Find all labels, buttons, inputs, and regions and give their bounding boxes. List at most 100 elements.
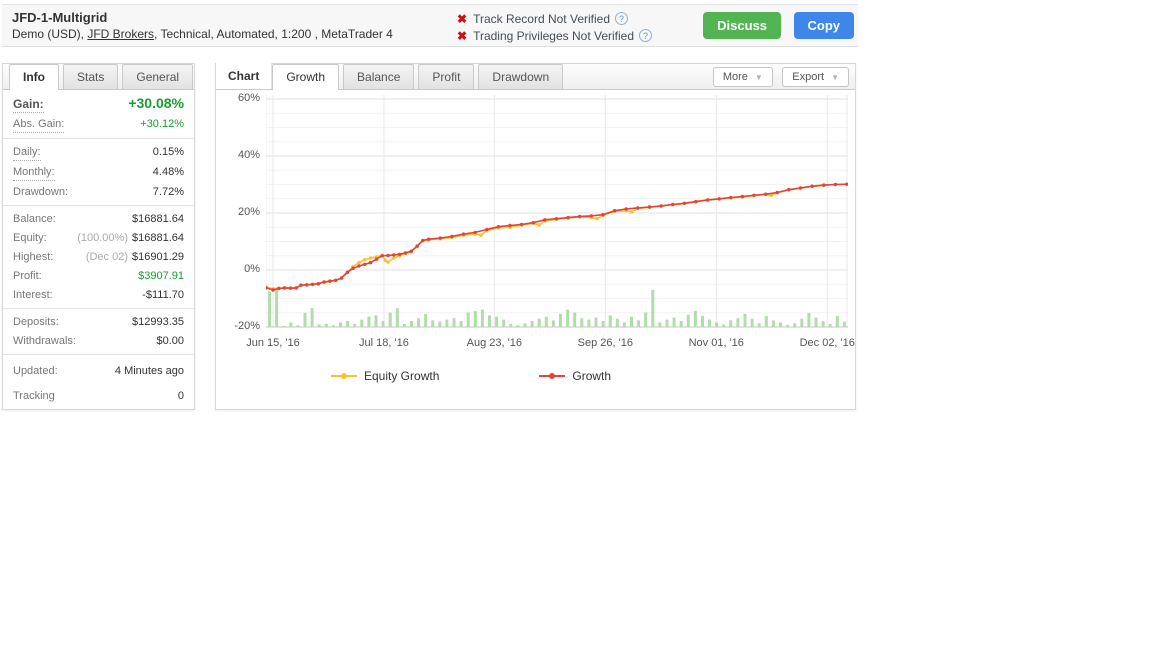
data-point <box>671 202 675 207</box>
activity-bar <box>296 325 300 327</box>
activity-bar <box>665 319 669 327</box>
equity-growth-line <box>266 183 848 290</box>
info-tab-info[interactable]: Info <box>9 64 59 90</box>
data-point <box>717 197 721 201</box>
data-point <box>537 223 541 227</box>
activity-bar <box>480 309 484 327</box>
stat-group: Daily: 0.15% Monthly: 4.48% Drawdown: 7.72% <box>3 138 194 205</box>
legend-item-growth[interactable]: Growth <box>539 369 611 383</box>
stat-label: Highest: <box>13 251 54 263</box>
activity-bar <box>644 312 648 327</box>
data-point <box>787 187 791 192</box>
chart-tab-drawdown[interactable]: Drawdown <box>478 64 564 89</box>
activity-bar <box>268 291 271 327</box>
activity-bar <box>814 317 818 327</box>
info-panel: Info Stats General Gain: +30.08% Abs. Gain: +… <box>2 63 195 410</box>
chart-tab-profit[interactable]: Profit <box>418 64 475 89</box>
data-point <box>363 262 367 266</box>
chart-tabs: Growth Balance Profit Drawdown <box>272 63 567 90</box>
header-buttons: Discuss Copy <box>703 12 854 39</box>
chart-tab-growth[interactable]: Growth <box>272 64 340 90</box>
info-tab-stats[interactable]: Stats <box>63 64 119 89</box>
stat-value: 0.15% <box>152 146 184 158</box>
activity-bar <box>445 319 449 327</box>
stat-row: Interest: -$111.70 <box>3 286 194 305</box>
stat-group: Balance: $16881.64 Equity: (100.00%) $16881.… <box>3 205 194 308</box>
activity-bar <box>310 308 314 327</box>
stat-row: Deposits: $12993.35 <box>3 313 194 332</box>
help-icon[interactable]: ? <box>615 12 629 25</box>
activity-bar <box>800 318 804 327</box>
data-point <box>409 249 413 253</box>
activity-bar <box>622 322 626 327</box>
stat-row: Equity: (100.00%) $16881.64 <box>3 229 194 248</box>
data-point <box>764 192 768 196</box>
broker-link[interactable]: JFD Brokers <box>87 27 155 41</box>
stat-row: Highest: (Dec 02) $16901.29 <box>3 248 194 267</box>
chart-tabstrip: Chart Growth Balance Profit Drawdown More ▼ … <box>216 63 855 90</box>
stat-value: $16881.64 <box>132 213 184 225</box>
data-point <box>415 244 419 248</box>
stat-value: 4.48% <box>152 166 184 178</box>
copy-button[interactable]: Copy <box>793 12 854 39</box>
activity-bar <box>828 323 832 327</box>
activity-bar <box>842 321 846 327</box>
chart-legend: Equity Growth Growth <box>331 369 611 383</box>
stat-label: Deposits: <box>13 316 59 328</box>
activity-bar <box>672 317 676 327</box>
activity-bar <box>282 325 286 327</box>
data-point <box>769 193 774 197</box>
chart-tab-balance[interactable]: Balance <box>343 64 415 89</box>
export-button[interactable]: Export ▼ <box>782 67 849 87</box>
activity-bar <box>317 324 321 327</box>
data-point <box>421 238 425 243</box>
activity-bar <box>324 323 328 327</box>
help-icon[interactable]: ? <box>639 29 653 42</box>
verification-text: Trading Privileges Not Verified <box>473 28 635 43</box>
y-axis-label: 0% <box>244 263 260 275</box>
chevron-down-icon: ▼ <box>831 73 839 82</box>
stat-row: Withdrawals: $0.00 <box>3 332 194 351</box>
activity-bar <box>431 320 435 327</box>
activity-bar <box>743 313 747 327</box>
stat-label: Interest: <box>13 289 53 301</box>
chevron-down-icon: ▼ <box>754 73 763 82</box>
stat-row: Profit: $3907.91 <box>3 267 194 286</box>
data-point <box>288 286 293 290</box>
data-point <box>357 264 361 268</box>
activity-bar <box>587 319 591 327</box>
stat-row: Tracking 0 <box>3 384 194 409</box>
more-button[interactable]: More ▼ <box>712 67 773 87</box>
activity-bar <box>608 315 612 327</box>
stat-group: Gain: +30.08% Abs. Gain: +30.12% <box>3 90 194 138</box>
data-point <box>729 195 733 200</box>
activity-bar <box>303 312 307 328</box>
data-point <box>334 278 338 282</box>
data-point <box>383 258 387 262</box>
info-tab-general[interactable]: General <box>122 64 194 89</box>
stat-label: Withdrawals: <box>13 335 76 347</box>
stat-label: Monthly: <box>13 165 55 181</box>
data-point <box>798 186 803 190</box>
data-point <box>357 260 361 265</box>
data-point <box>266 286 268 290</box>
stat-row: Updated: 4 Minutes ago <box>3 359 194 384</box>
activity-bar <box>360 319 364 327</box>
activity-bar <box>701 315 704 327</box>
legend-item-equity-growth[interactable]: Equity Growth <box>331 369 439 383</box>
data-point <box>461 232 466 236</box>
data-point <box>397 252 402 256</box>
activity-bar <box>473 311 477 327</box>
data-point <box>403 251 408 255</box>
stat-label: Updated: <box>13 365 58 377</box>
stat-row: Drawdown: 7.72% <box>3 183 194 202</box>
data-point <box>822 183 826 187</box>
stat-value: 4 Minutes ago <box>114 365 184 377</box>
account-subtitle-pre: Demo (USD), <box>12 27 88 41</box>
activity-bar <box>686 314 690 327</box>
data-point <box>496 225 501 229</box>
verification-row: ✖ Track Record Not Verified? <box>457 10 652 27</box>
discuss-button[interactable]: Discuss <box>703 12 782 39</box>
stat-value: +30.08% <box>128 95 184 111</box>
data-point <box>682 201 686 205</box>
